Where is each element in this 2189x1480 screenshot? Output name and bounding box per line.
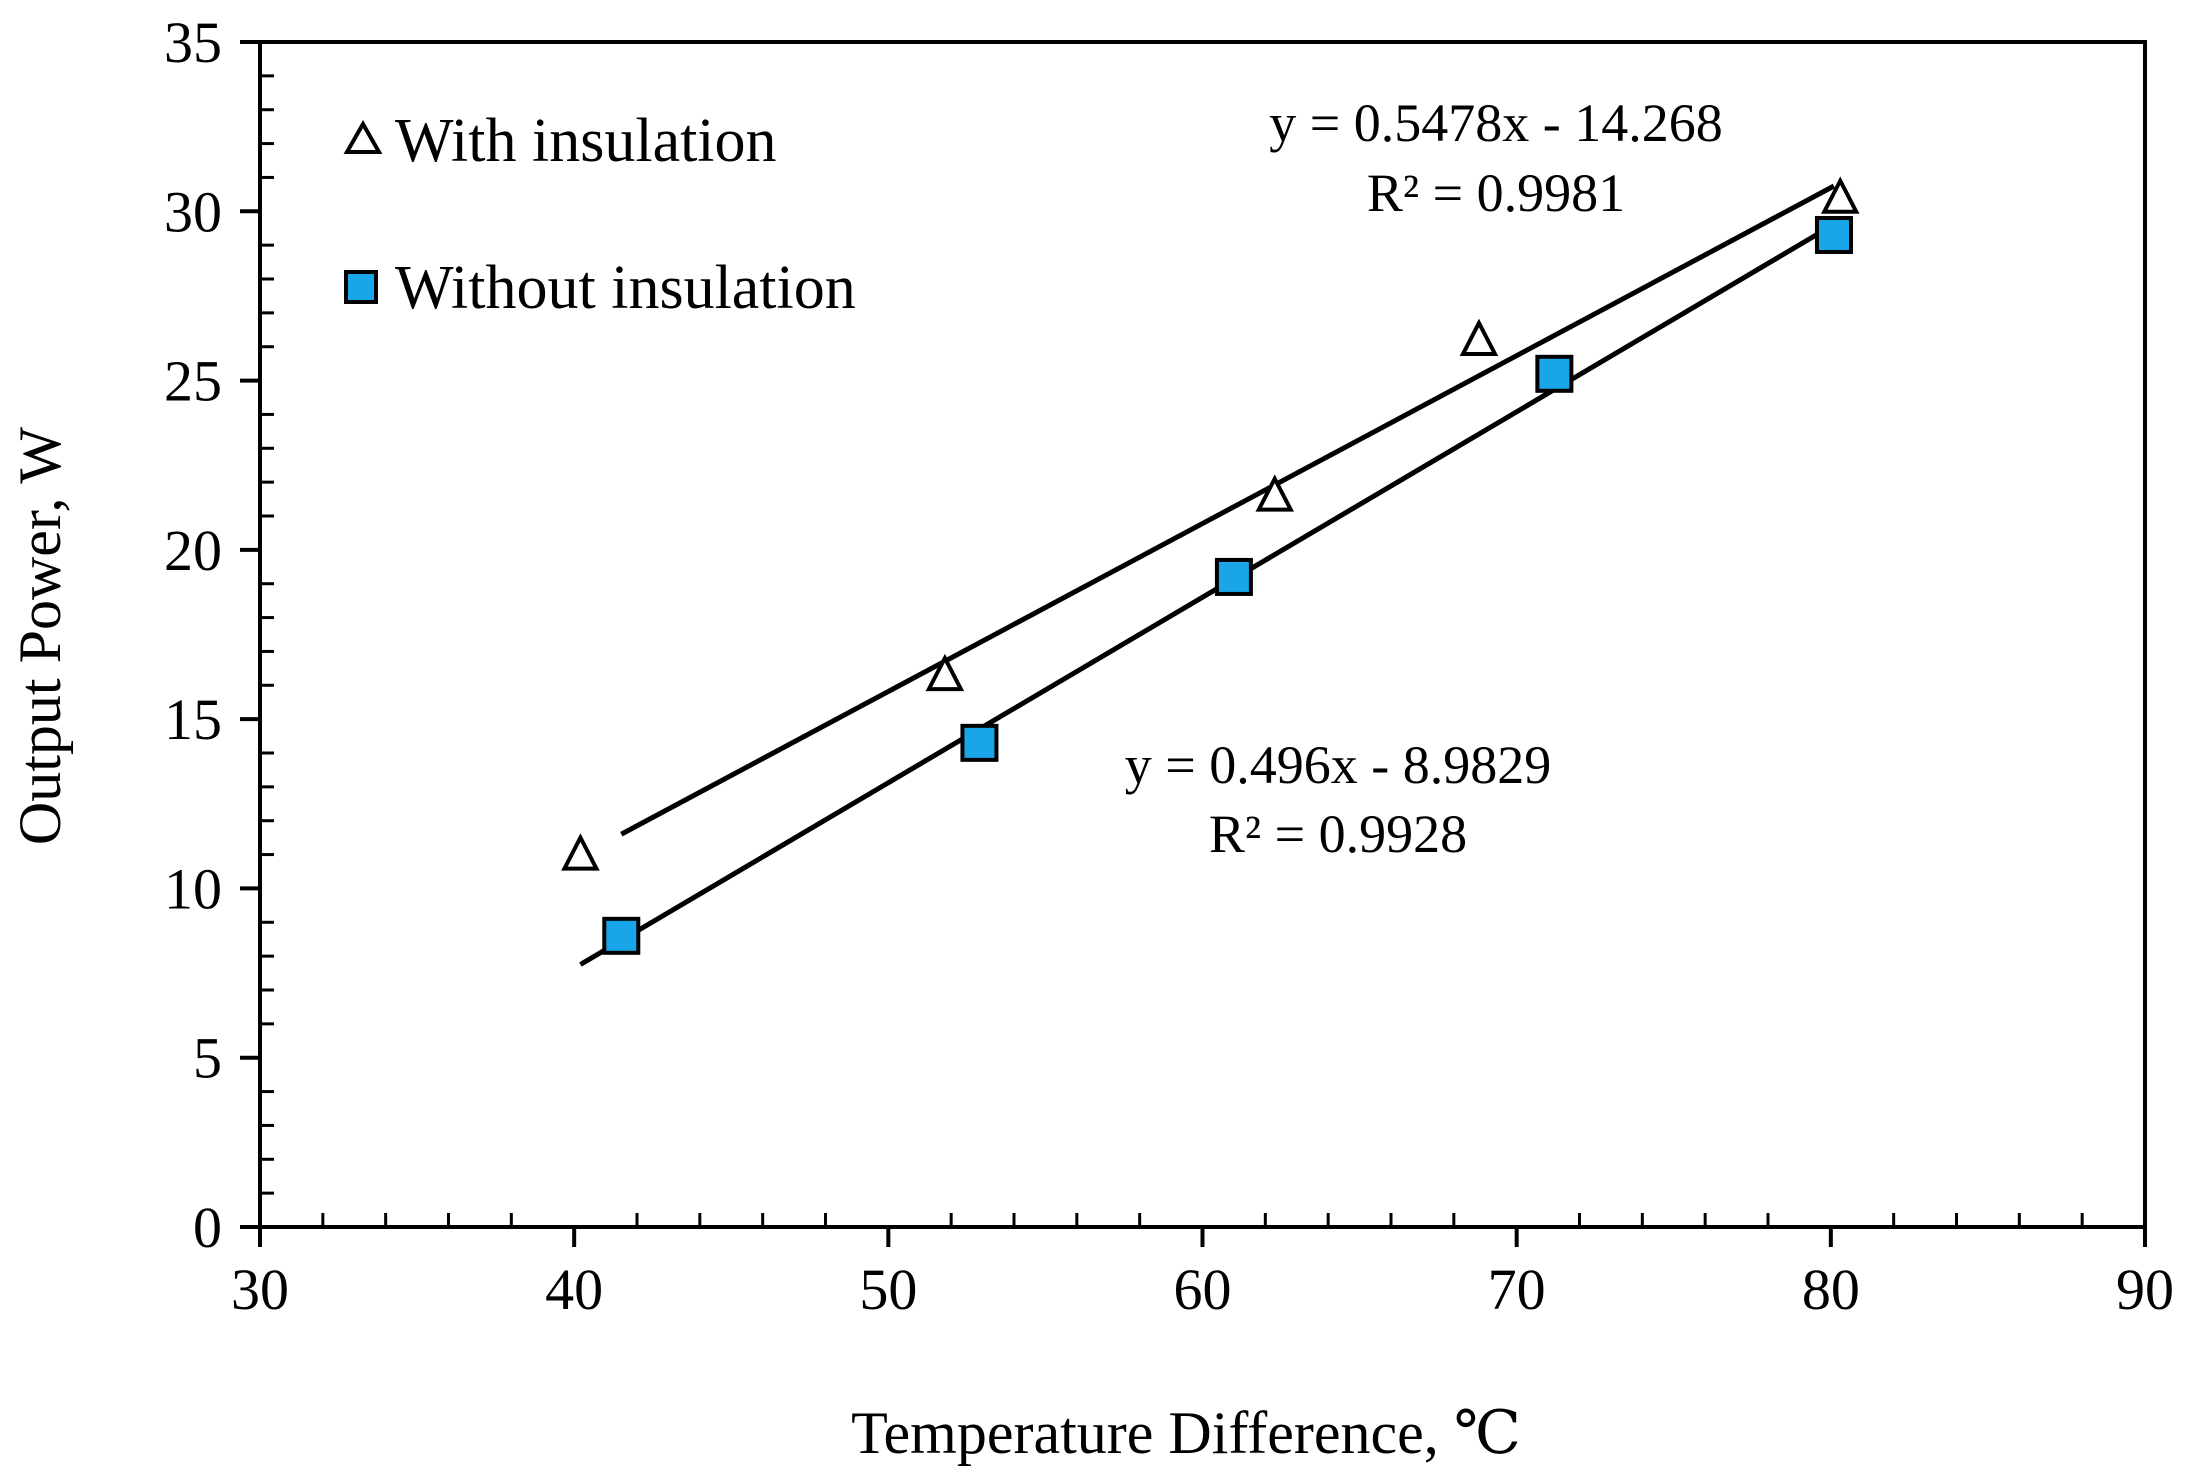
- legend-triangle-marker: [343, 119, 383, 154]
- point-with-insulation-1: [561, 833, 600, 871]
- y-tick-labels: 0 5 10 15 20 25 30 35: [164, 10, 222, 1260]
- legend-label-with-insulation: With insulation: [395, 107, 777, 175]
- x-tick-label-40: 40: [545, 1257, 603, 1322]
- point-without-insulation-3: [1214, 557, 1253, 596]
- legend-label-without-insulation: Without insulation: [395, 254, 856, 322]
- point-without-insulation-5: [1814, 215, 1853, 254]
- x-tick-label-50: 50: [859, 1257, 917, 1322]
- legend-item-with-insulation: With insulation: [343, 107, 777, 175]
- point-with-insulation-2: [925, 653, 965, 692]
- y-tick-label-10: 10: [164, 856, 222, 921]
- trendlines: [579, 183, 1842, 967]
- y-axis-title: Output Power, W: [7, 427, 73, 845]
- point-without-insulation-4: [1535, 354, 1574, 393]
- y-tick-label-35: 35: [164, 10, 222, 75]
- trendline-equation-without-insulation: y = 0.496x - 8.9829: [1125, 735, 1551, 795]
- legend: With insulation Without insulation: [343, 107, 856, 322]
- x-axis-title: Temperature Difference, ℃: [851, 1400, 1521, 1466]
- y-tick-label-5: 5: [193, 1026, 222, 1091]
- x-tick-labels: 30 40 50 60 70 80 90: [231, 1257, 2174, 1322]
- y-tick-label-15: 15: [164, 687, 222, 752]
- markers: [561, 176, 1860, 955]
- y-tick-label-30: 30: [164, 179, 222, 244]
- legend-square-marker: [344, 270, 378, 304]
- point-without-insulation-1: [602, 916, 641, 955]
- trendline-with-insulation: [579, 218, 1842, 967]
- point-with-insulation-4: [1459, 318, 1499, 356]
- major-ticks: [240, 40, 2147, 1247]
- y-tick-label-20: 20: [164, 518, 222, 583]
- x-tick-label-60: 60: [1174, 1257, 1232, 1322]
- trendline-without-insulation: [620, 183, 1836, 837]
- x-tick-label-90: 90: [2116, 1257, 2174, 1322]
- r-squared-with-insulation: R² = 0.9981: [1367, 163, 1625, 223]
- legend-item-without-insulation: Without insulation: [344, 254, 856, 322]
- r-squared-without-insulation: R² = 0.9928: [1209, 804, 1467, 864]
- point-with-insulation-5: [1820, 176, 1860, 214]
- x-tick-label-70: 70: [1488, 1257, 1546, 1322]
- y-tick-label-0: 0: [193, 1195, 222, 1260]
- y-tick-label-25: 25: [164, 349, 222, 414]
- minor-ticks: [260, 74, 2084, 1227]
- x-tick-label-80: 80: [1802, 1257, 1860, 1322]
- plot-frame: [258, 40, 2147, 1229]
- point-with-insulation-3: [1255, 474, 1295, 512]
- x-tick-label-30: 30: [231, 1257, 289, 1322]
- point-without-insulation-2: [960, 723, 999, 762]
- trendline-equation-with-insulation: y = 0.5478x - 14.268: [1269, 93, 1722, 153]
